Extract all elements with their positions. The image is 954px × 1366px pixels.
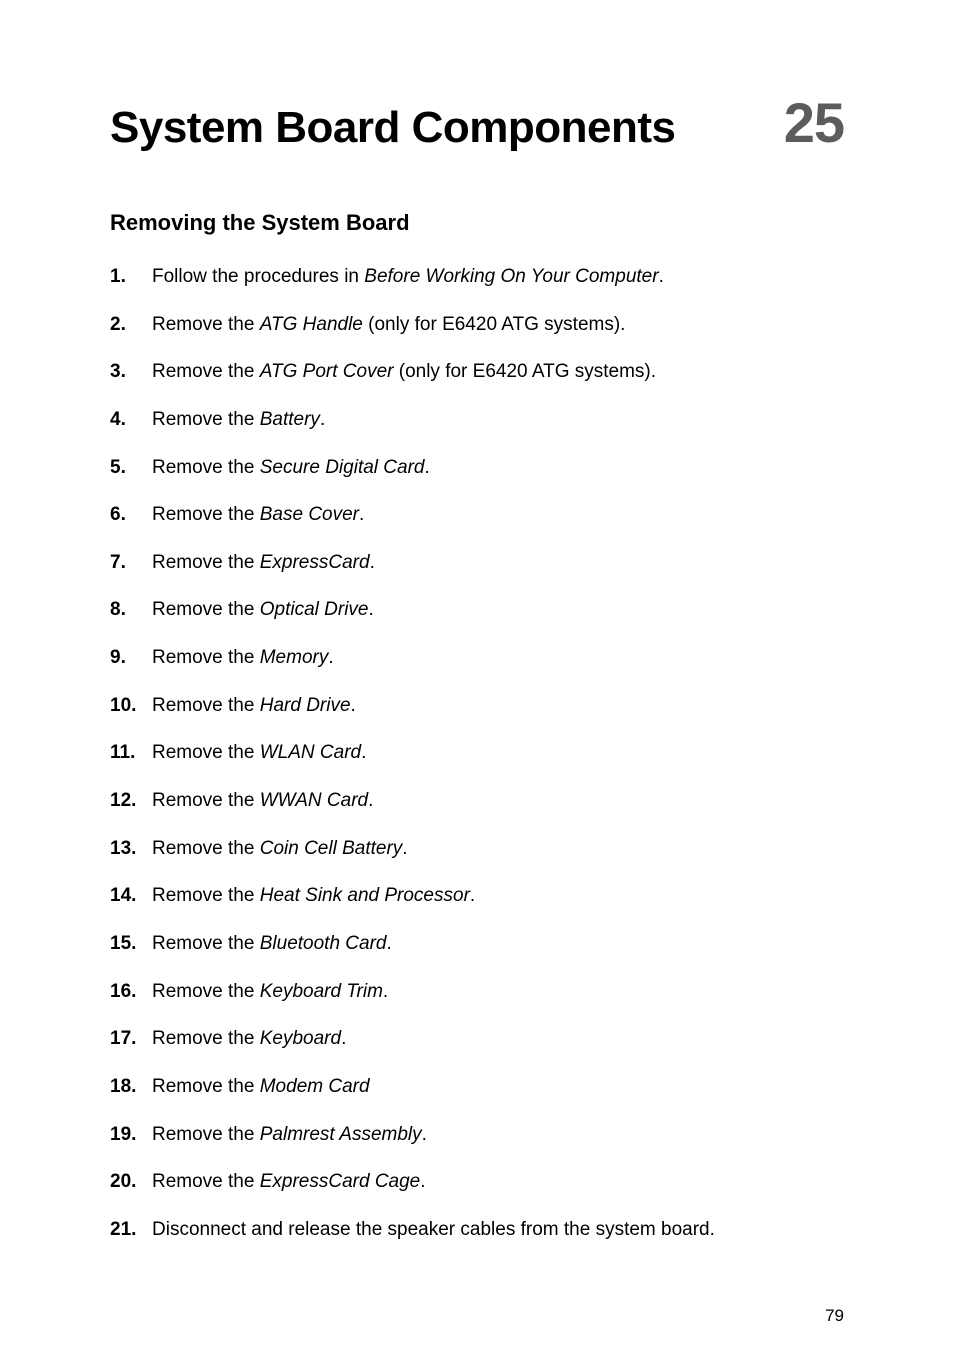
step-text-italic: Modem Card (260, 1076, 370, 1097)
step-text-italic: Memory (260, 647, 329, 668)
step-text-italic: Before Working On Your Computer (364, 266, 658, 287)
step-text-prefix: Remove the (152, 790, 260, 811)
step-text-prefix: Remove the (152, 409, 260, 430)
step-item: Remove the ExpressCard Cage. (110, 1169, 844, 1195)
step-item: Remove the ATG Port Cover (only for E642… (110, 359, 844, 385)
step-item: Remove the Modem Card (110, 1074, 844, 1100)
step-item: Remove the Palmrest Assembly. (110, 1122, 844, 1148)
step-text-prefix: Remove the (152, 599, 260, 620)
step-item: Remove the Secure Digital Card. (110, 455, 844, 481)
step-text-prefix: Remove the (152, 314, 260, 335)
section-heading: Removing the System Board (110, 210, 844, 236)
step-item: Remove the ExpressCard. (110, 550, 844, 576)
step-text-italic: ExpressCard Cage (260, 1171, 421, 1192)
step-text-italic: Palmrest Assembly (260, 1124, 422, 1145)
step-text-italic: Battery (260, 409, 320, 430)
step-text-prefix: Remove the (152, 933, 260, 954)
step-item: Remove the WLAN Card. (110, 740, 844, 766)
step-item: Remove the Battery. (110, 407, 844, 433)
step-text-suffix: . (383, 981, 388, 1002)
step-text-italic: Keyboard (260, 1028, 341, 1049)
step-text-italic: Secure Digital Card (260, 457, 425, 478)
step-text-prefix: Remove the (152, 1028, 260, 1049)
step-item: Remove the Keyboard. (110, 1026, 844, 1052)
page-container: System Board Components 25 Removing the … (0, 0, 954, 1366)
step-text-prefix: Remove the (152, 504, 260, 525)
step-text-italic: Hard Drive (260, 695, 351, 716)
step-text-italic: ATG Handle (260, 314, 363, 335)
step-text-prefix: Remove the (152, 838, 260, 859)
step-text-prefix: Remove the (152, 695, 260, 716)
step-text-italic: WWAN Card (260, 790, 368, 811)
step-text-italic: ExpressCard (260, 552, 370, 573)
step-item: Remove the Base Cover. (110, 502, 844, 528)
step-text-suffix: . (424, 457, 429, 478)
step-text-suffix: . (402, 838, 407, 859)
step-text-suffix: . (359, 504, 364, 525)
step-text-suffix: (only for E6420 ATG systems). (393, 361, 656, 382)
steps-list: Follow the procedures in Before Working … (110, 264, 844, 1242)
step-text-prefix: Remove the (152, 361, 260, 382)
step-text-italic: Coin Cell Battery (260, 838, 403, 859)
title-row: System Board Components 25 (110, 90, 844, 155)
step-text-suffix: . (368, 599, 373, 620)
step-text-suffix: . (420, 1171, 425, 1192)
step-item: Remove the Optical Drive. (110, 597, 844, 623)
step-item: Remove the Bluetooth Card. (110, 931, 844, 957)
step-item: Remove the Memory. (110, 645, 844, 671)
step-item: Remove the Hard Drive. (110, 693, 844, 719)
step-text-prefix: Follow the procedures in (152, 266, 364, 287)
step-text-suffix: . (351, 695, 356, 716)
step-text-italic: Bluetooth Card (260, 933, 387, 954)
step-text-suffix: . (320, 409, 325, 430)
step-text-italic: ATG Port Cover (260, 361, 394, 382)
step-text-italic: Optical Drive (260, 599, 369, 620)
step-text-prefix: Remove the (152, 1171, 260, 1192)
step-text-italic: Keyboard Trim (260, 981, 383, 1002)
step-text-suffix: . (422, 1124, 427, 1145)
step-text-suffix: . (470, 885, 475, 906)
step-text-prefix: Remove the (152, 742, 260, 763)
step-text-prefix: Remove the (152, 1124, 260, 1145)
step-item: Remove the Keyboard Trim. (110, 979, 844, 1005)
step-text-suffix: (only for E6420 ATG systems). (363, 314, 626, 335)
step-text-prefix: Remove the (152, 885, 260, 906)
step-item: Disconnect and release the speaker cable… (110, 1217, 844, 1243)
step-text-suffix: . (386, 933, 391, 954)
step-text-prefix: Remove the (152, 457, 260, 478)
step-item: Remove the Coin Cell Battery. (110, 836, 844, 862)
step-text-suffix: . (368, 790, 373, 811)
step-text-suffix: . (659, 266, 664, 287)
chapter-title: System Board Components (110, 103, 675, 153)
step-item: Remove the ATG Handle (only for E6420 AT… (110, 312, 844, 338)
step-text-italic: WLAN Card (260, 742, 361, 763)
step-item: Remove the WWAN Card. (110, 788, 844, 814)
step-text-prefix: Remove the (152, 981, 260, 1002)
step-text-prefix: Remove the (152, 1076, 260, 1097)
step-text-suffix: . (361, 742, 366, 763)
step-text-italic: Base Cover (260, 504, 359, 525)
step-item: Remove the Heat Sink and Processor. (110, 883, 844, 909)
step-text-suffix: . (341, 1028, 346, 1049)
chapter-number: 25 (784, 90, 844, 155)
step-text-suffix: . (370, 552, 375, 573)
page-number: 79 (825, 1306, 844, 1326)
step-text-prefix: Remove the (152, 647, 260, 668)
step-text-prefix: Remove the (152, 552, 260, 573)
step-item: Follow the procedures in Before Working … (110, 264, 844, 290)
step-text-suffix: . (328, 647, 333, 668)
step-text-italic: Heat Sink and Processor (260, 885, 470, 906)
step-text-prefix: Disconnect and release the speaker cable… (152, 1219, 715, 1240)
